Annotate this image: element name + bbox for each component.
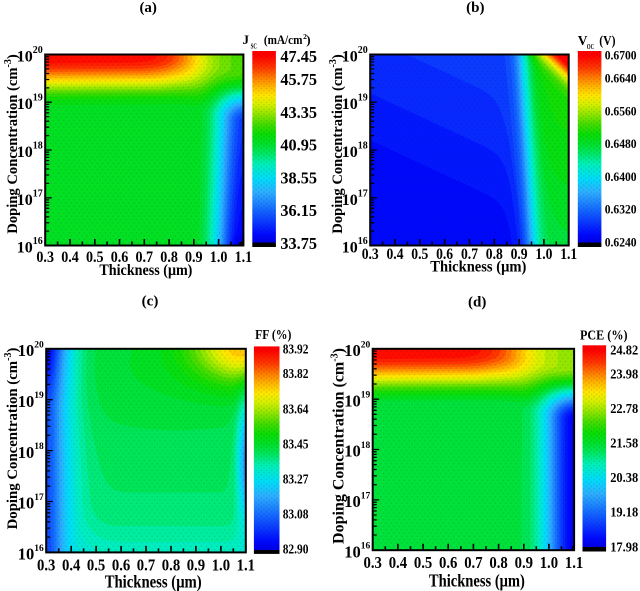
svg-text:0.3: 0.3 [36,249,54,266]
svg-text:38.55: 38.55 [280,169,317,188]
svg-text:0.6: 0.6 [439,553,457,572]
svg-text:PCE (%): PCE (%) [580,329,628,344]
svg-text:OC: OC [587,42,594,51]
svg-text:1.1: 1.1 [237,556,255,575]
svg-text:1.1: 1.1 [565,553,583,572]
svg-text:40.95: 40.95 [280,136,317,155]
svg-text:17.98: 17.98 [610,539,638,554]
svg-text:FF (%): FF (%) [255,328,292,343]
svg-text:83.92: 83.92 [283,343,309,358]
svg-text:1.0: 1.0 [210,249,228,266]
svg-text:0.6: 0.6 [436,246,453,263]
svg-text:0.5: 0.5 [414,553,432,572]
svg-text:(a): (a) [139,0,157,16]
svg-text:0.6560: 0.6560 [605,104,637,118]
svg-text:83.45: 83.45 [283,437,309,452]
svg-text:0.6480: 0.6480 [605,137,637,151]
svg-text:0.9: 0.9 [187,556,205,575]
svg-text:0.6240: 0.6240 [605,235,637,249]
svg-text:21.58: 21.58 [610,436,638,451]
svg-text:0.3: 0.3 [37,556,55,575]
svg-text:83.27: 83.27 [283,472,309,487]
svg-text:0.8: 0.8 [486,246,503,263]
svg-text:0.9: 0.9 [515,553,533,572]
svg-text:33.75: 33.75 [280,234,317,253]
svg-text:0.6400: 0.6400 [605,170,637,184]
svg-text:0.7: 0.7 [464,553,483,572]
svg-text:0.3: 0.3 [364,553,382,572]
svg-text:1.1: 1.1 [235,249,253,266]
svg-text:Doping Concentration (cm-3): Doping Concentration (cm-3) [330,348,348,544]
svg-text:1.1: 1.1 [560,246,577,263]
svg-text:0.8: 0.8 [162,556,180,575]
svg-text:0.5: 0.5 [411,246,428,263]
svg-text:0.8: 0.8 [160,249,178,266]
svg-text:0.5: 0.5 [86,249,104,266]
svg-text:0.6: 0.6 [111,249,129,266]
svg-text:0.4: 0.4 [389,553,408,572]
svg-text:0.6700: 0.6700 [605,49,637,63]
svg-text:1.0: 1.0 [540,553,558,572]
svg-text:0.4: 0.4 [61,249,79,266]
svg-text:(mA/cm: (mA/cm [264,32,303,47]
svg-text:): ) [306,32,310,47]
svg-text:22.78: 22.78 [610,401,638,416]
svg-text:Doping Concentration (cm-3): Doping Concentration (cm-3) [3,348,21,530]
svg-text:83.64: 83.64 [283,402,309,417]
svg-text:45.75: 45.75 [280,70,317,89]
svg-text:0.9: 0.9 [511,246,528,263]
svg-text:0.4: 0.4 [387,246,404,263]
svg-text:0.6640: 0.6640 [605,72,637,86]
svg-text:0.7: 0.7 [461,246,478,263]
svg-text:Thickness (μm): Thickness (μm) [430,258,526,275]
svg-text:1.0: 1.0 [535,246,552,263]
svg-text:(b): (b) [466,0,484,16]
svg-text:36.15: 36.15 [280,201,317,220]
svg-text:(d): (d) [468,294,486,310]
svg-text:1.0: 1.0 [212,556,230,575]
svg-text:0.3: 0.3 [362,246,379,263]
svg-text:0.5: 0.5 [87,556,105,575]
svg-text:0.8: 0.8 [489,553,507,572]
svg-text:0.7: 0.7 [137,556,156,575]
svg-text:47.45: 47.45 [280,47,317,66]
svg-text:23.98: 23.98 [610,367,638,382]
svg-text:J: J [243,32,250,47]
svg-text:2: 2 [303,32,307,41]
svg-text:Doping Concentration (cm-3): Doping Concentration (cm-3) [3,54,21,234]
svg-text:Thickness (μm): Thickness (μm) [99,260,192,279]
svg-text:(V): (V) [599,33,615,48]
svg-text:Thickness (μm): Thickness (μm) [429,571,525,591]
svg-text:Doping Concentration (cm-3): Doping Concentration (cm-3) [328,54,346,234]
svg-text:(c): (c) [142,294,159,310]
svg-text:0.7: 0.7 [136,249,154,266]
svg-text:0.4: 0.4 [62,556,81,575]
svg-text:19.18: 19.18 [610,505,638,520]
svg-text:20.38: 20.38 [610,470,638,485]
svg-text:24.82: 24.82 [610,342,638,357]
svg-text:0.9: 0.9 [185,249,203,266]
svg-text:0.6: 0.6 [112,556,130,575]
svg-text:0.6320: 0.6320 [605,203,637,217]
svg-text:V: V [578,33,588,48]
svg-text:83.82: 83.82 [283,367,309,382]
svg-text:SC: SC [251,42,257,51]
svg-text:Thickness (μm): Thickness (μm) [105,572,202,591]
svg-text:83.08: 83.08 [283,507,309,522]
svg-text:43.35: 43.35 [280,103,317,122]
svg-text:82.90: 82.90 [283,542,309,557]
